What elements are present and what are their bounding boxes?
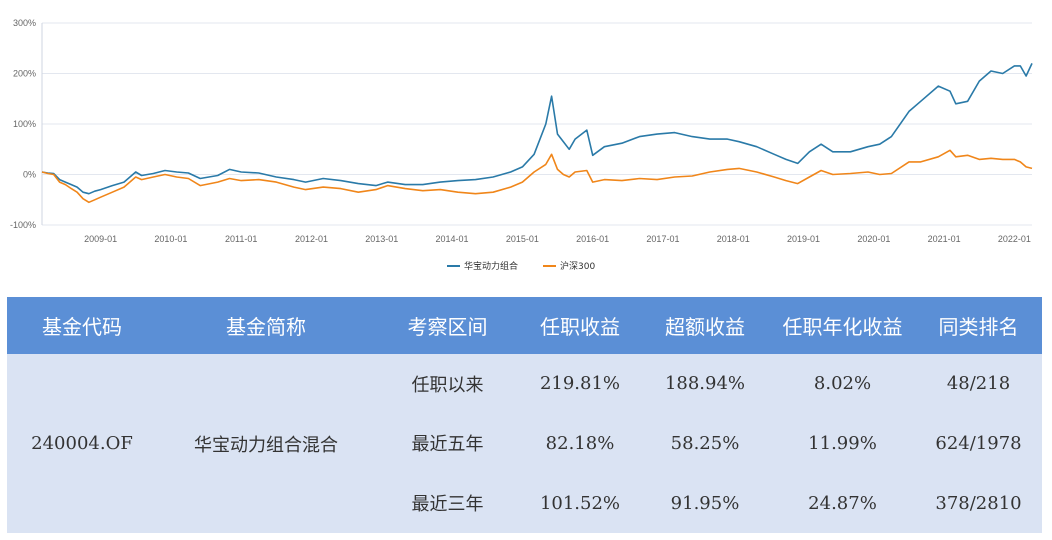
- performance-table: 基金代码 基金简称 考察区间 任职收益 超额收益 任职年化收益 同类排名 240…: [7, 297, 1042, 533]
- x-tick-label: 2019-01: [787, 234, 820, 244]
- x-tick-label: 2014-01: [436, 234, 469, 244]
- x-tick-label: 2021-01: [928, 234, 961, 244]
- excess-return-cell: 188.94%: [640, 354, 770, 414]
- period-cell: 任职以来: [375, 354, 520, 414]
- peer-rank-cell: 378/2810: [915, 473, 1042, 533]
- header-excess-return: 超额收益: [640, 297, 770, 354]
- legend-label: 沪深300: [560, 260, 595, 272]
- x-tick-label: 2011-01: [225, 234, 257, 244]
- fund-name-cell: 华宝动力组合混合: [157, 354, 375, 533]
- x-tick-label: 2013-01: [365, 234, 398, 244]
- header-peer-rank: 同类排名: [915, 297, 1042, 354]
- excess-return-cell: 58.25%: [640, 413, 770, 474]
- header-fund-code: 基金代码: [7, 297, 157, 354]
- x-tick-label: 2018-01: [717, 234, 750, 244]
- series-line: [41, 149, 1033, 204]
- series-line: [41, 63, 1033, 195]
- period-cell: 最近五年: [375, 413, 520, 474]
- x-tick-label: 2020-01: [857, 234, 890, 244]
- y-tick-label: 200%: [13, 69, 36, 79]
- x-tick-label: 2022-01: [998, 234, 1031, 244]
- x-tick-label: 2016-01: [576, 234, 609, 244]
- x-tick-label: 2017-01: [646, 234, 679, 244]
- y-tick-label: -100%: [10, 220, 36, 230]
- header-annualized-return: 任职年化收益: [770, 297, 915, 354]
- table-header-row: 基金代码 基金简称 考察区间 任职收益 超额收益 任职年化收益 同类排名: [7, 297, 1042, 354]
- table-row: 最近三年 101.52% 91.95% 24.87% 378/2810: [7, 473, 1042, 533]
- legend-label: 华宝动力组合: [464, 260, 518, 272]
- x-tick-label: 2010-01: [154, 234, 187, 244]
- excess-return-cell: 91.95%: [640, 473, 770, 533]
- table-row: 最近五年 82.18% 58.25% 11.99% 624/1978: [7, 413, 1042, 474]
- header-fund-name: 基金简称: [157, 297, 375, 354]
- peer-rank-cell: 624/1978: [915, 413, 1042, 474]
- period-cell: 最近三年: [375, 473, 520, 533]
- tenure-return-cell: 219.81%: [520, 354, 640, 414]
- annualized-return-cell: 8.02%: [770, 354, 915, 414]
- header-period: 考察区间: [375, 297, 520, 354]
- header-tenure-return: 任职收益: [520, 297, 640, 354]
- annualized-return-cell: 24.87%: [770, 473, 915, 533]
- tenure-return-cell: 82.18%: [520, 413, 640, 474]
- table-row: 240004.OF 华宝动力组合混合 任职以来 219.81% 188.94% …: [7, 354, 1042, 533]
- fund-code-cell: 240004.OF: [7, 354, 157, 533]
- x-tick-label: 2015-01: [506, 234, 539, 244]
- annualized-return-cell: 11.99%: [770, 413, 915, 474]
- tenure-return-cell: 101.52%: [520, 473, 640, 533]
- x-tick-label: 2009-01: [84, 234, 117, 244]
- y-tick-label: 100%: [13, 119, 36, 129]
- y-tick-label: 300%: [13, 18, 36, 28]
- performance-chart: 300% 200% 100% 0% -100% 2009-01 2010-01 2011-01…: [10, 18, 1033, 272]
- x-tick-label: 2012-01: [295, 234, 328, 244]
- y-tick-label: 0%: [23, 170, 36, 180]
- line-chart-svg: 300% 200% 100% 0% -100% 2009-01 2010-01 2011-01…: [10, 18, 1033, 272]
- peer-rank-cell: 48/218: [915, 354, 1042, 414]
